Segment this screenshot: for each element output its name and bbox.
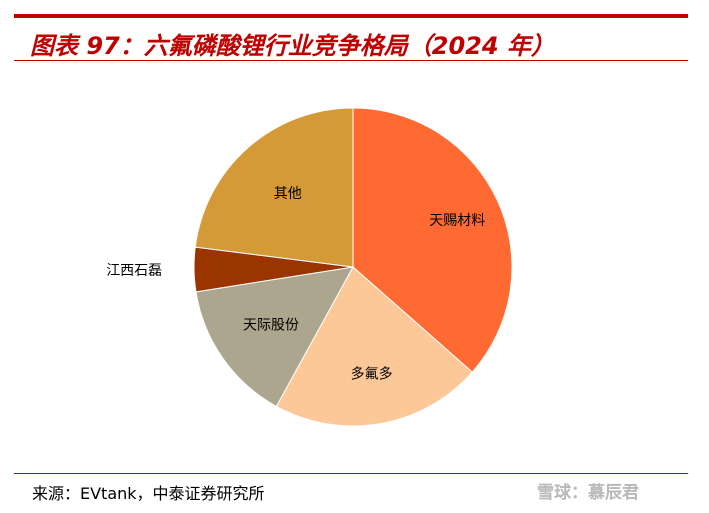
watermark: 雪球：慕辰君 (537, 483, 639, 503)
pie-slice-4 (194, 107, 354, 268)
title-rule (14, 60, 688, 61)
top-rule (14, 14, 688, 18)
pie-slice-1 (275, 266, 473, 427)
pie-label-3: 江西石磊 (106, 263, 162, 279)
pie-label-1: 多氟多 (351, 366, 393, 383)
pie-slices (193, 107, 513, 427)
pie-label-4: 其他 (274, 186, 302, 202)
pie-slice-2 (195, 266, 354, 408)
bottom-rule (14, 473, 688, 474)
figure-title: 图表 97：六氟磷酸锂行业竞争格局（2024 年） (30, 32, 555, 60)
source-note: 来源：EVtank，中泰证券研究所 (32, 484, 265, 503)
pie-label-2: 天际股份 (243, 318, 299, 334)
pie-slice-0 (352, 107, 513, 373)
pie-label-0: 天赐材料 (429, 213, 485, 229)
